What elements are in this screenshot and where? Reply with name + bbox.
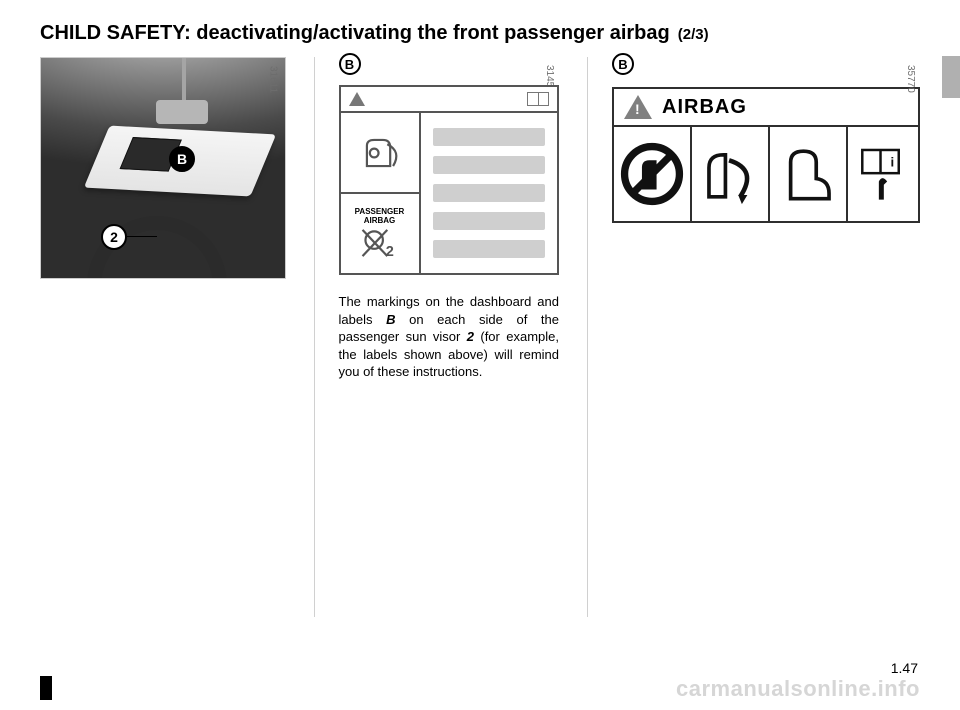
column3-header-text: B: [618, 57, 627, 72]
watermark: carmanualsonline.info: [676, 676, 920, 702]
footer-bar-active: [40, 676, 52, 700]
airbag-label-body: i: [614, 127, 918, 221]
visor-label-diagram: PASSENGER AIRBAG 2: [339, 85, 560, 275]
airbag-title-text: AIRBAG: [662, 96, 747, 119]
column2-header-B: B: [339, 53, 361, 75]
label-left-top-cell: [341, 113, 419, 192]
airbag-cell-manual: i: [846, 127, 918, 221]
leader-line-2: [127, 236, 157, 237]
child-seat-prohibited-icon: [358, 137, 402, 169]
section-thumb-tab: [942, 56, 960, 98]
text-line-5: [433, 240, 546, 258]
description-paragraph: The markings on the dashboard and labels…: [339, 293, 560, 381]
image-code-col1: 31611: [268, 66, 279, 93]
seat-side-icon: [776, 142, 840, 206]
manual-page: CHILD SAFETY: deactivating/activating th…: [0, 0, 960, 710]
warning-triangle-big-icon: [624, 95, 652, 119]
svg-text:2: 2: [385, 244, 393, 259]
callout-2-text: 2: [110, 229, 118, 245]
passenger-airbag-caption: PASSENGER AIRBAG: [355, 208, 405, 225]
text-line-1: [433, 128, 546, 146]
column3-header-B: B: [612, 53, 634, 75]
page-number: 1.47: [891, 660, 918, 676]
column-3: B 35770 AIRBAG: [587, 57, 920, 617]
column-2: B 31454: [314, 57, 560, 617]
label-text-lines: [421, 113, 558, 273]
rear-mirror-stem: [182, 58, 186, 104]
callout-B-text: B: [177, 151, 187, 167]
text-line-2: [433, 156, 546, 174]
overhead-console: [156, 100, 208, 124]
airbag-label-header: AIRBAG: [614, 89, 918, 127]
footer-index-bars: [40, 676, 52, 700]
callout-2-marker: 2: [101, 224, 127, 250]
label-header-row: [341, 87, 558, 113]
page-title: CHILD SAFETY: deactivating/activating th…: [40, 22, 920, 45]
label-body: PASSENGER AIRBAG 2: [341, 113, 558, 273]
read-manual-icon: i: [854, 142, 912, 206]
visor-photo: B 2 31611: [40, 57, 286, 279]
image-code-col3: 35770: [905, 65, 916, 93]
text-line-4: [433, 212, 546, 230]
label-left-bottom-cell: PASSENGER AIRBAG 2: [341, 192, 419, 273]
column2-header-text: B: [345, 57, 354, 72]
airbag-cell-seat: [768, 127, 846, 221]
title-part: (2/3): [678, 26, 709, 43]
desc-bold-2: 2: [467, 329, 474, 344]
text-line-3: [433, 184, 546, 202]
svg-text:i: i: [890, 155, 894, 170]
label-left-icons: PASSENGER AIRBAG 2: [341, 113, 421, 273]
column-1: B 2 31611: [40, 57, 286, 617]
airbag-cell-prohibit: [614, 127, 690, 221]
warning-triangle-icon: [349, 92, 365, 106]
airbag-warning-label: AIRBAG: [612, 87, 920, 223]
manual-book-icon: [527, 92, 549, 106]
prohibit-childseat-icon: [620, 142, 684, 206]
callout-B-marker: B: [169, 146, 195, 172]
title-main: CHILD SAFETY: deactivating/activating th…: [40, 22, 670, 45]
airbag-strike-icon: 2: [358, 227, 402, 259]
three-column-layout: B 2 31611 B 31454: [40, 57, 920, 617]
airbag-impact-icon: [698, 142, 762, 206]
airbag-cell-impact: [690, 127, 768, 221]
